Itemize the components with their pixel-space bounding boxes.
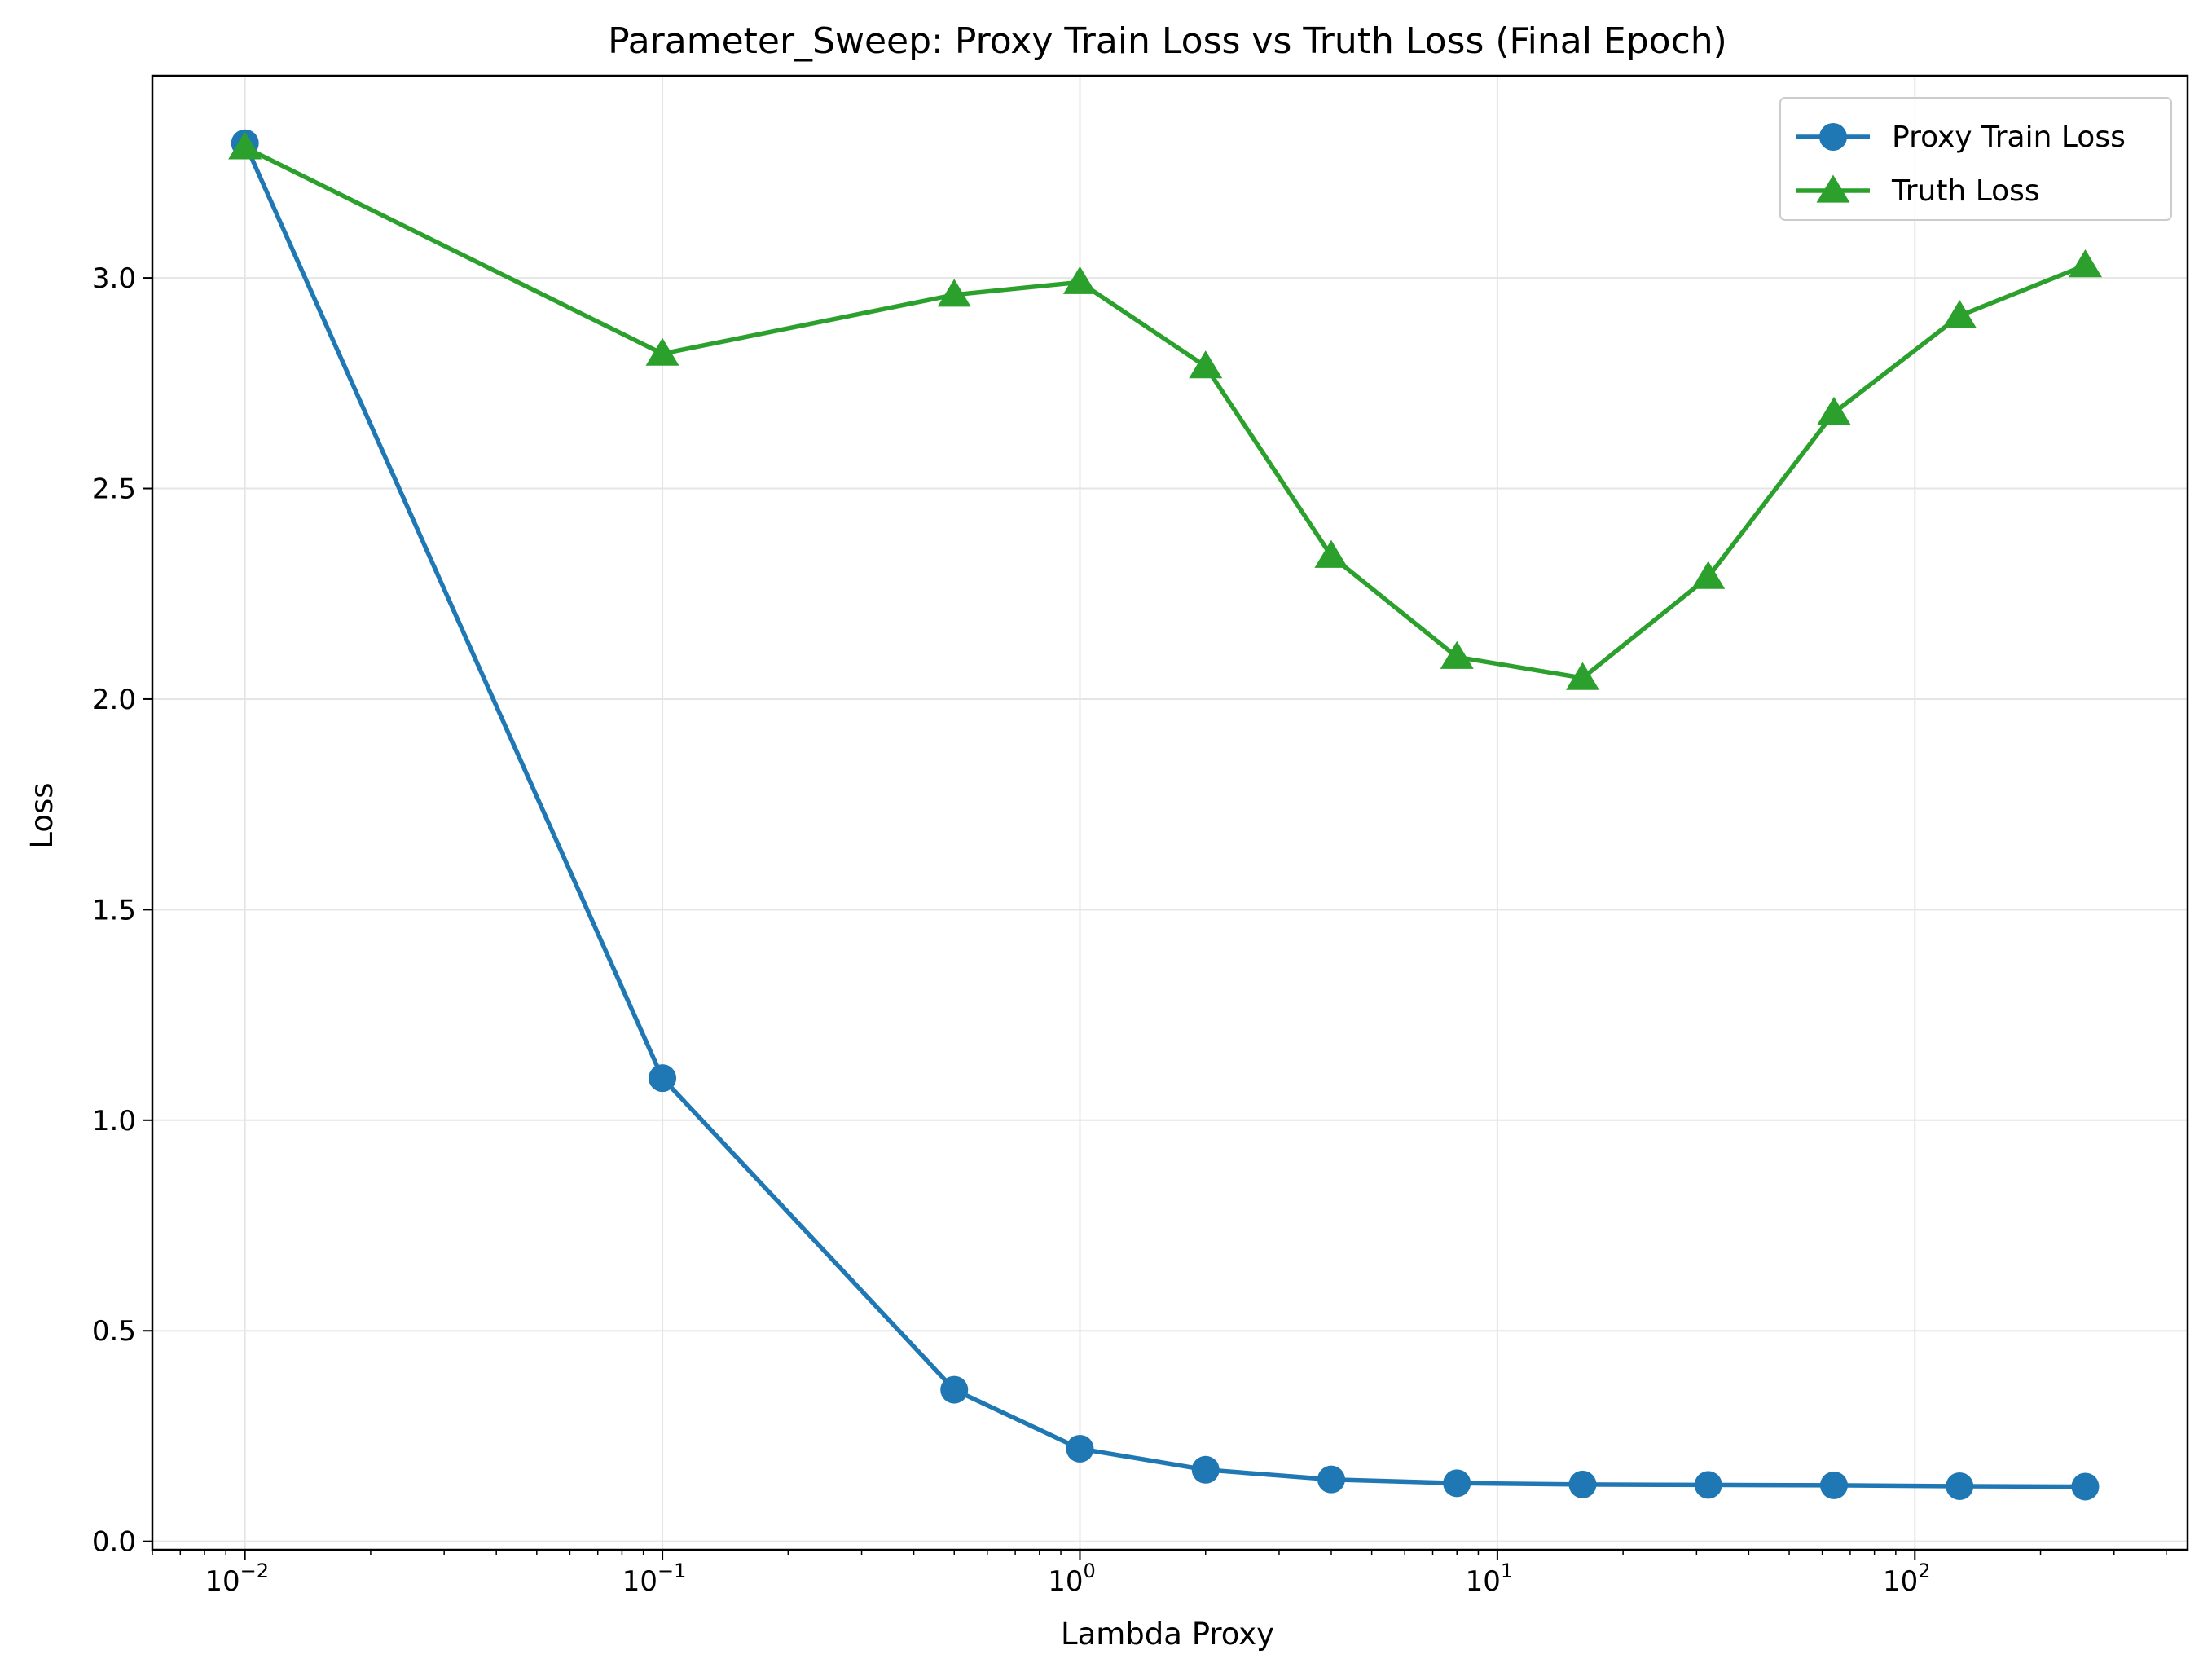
data-point [1565,662,1600,690]
x-axis: 10−2 10−1 100 101 102 [152,1550,2167,1598]
data-point [1817,396,1851,425]
series-layer [228,129,2103,1501]
circle-marker-icon [1819,123,1847,151]
legend-entry: Truth Loss [1796,174,2040,208]
legend-label: Truth Loss [1891,174,2040,208]
y-tick-label: 2.5 [92,473,136,506]
y-tick-label: 0.0 [92,1526,136,1559]
x-tick-label: 101 [1466,1560,1514,1598]
series-line [243,142,2086,1489]
y-tick-label: 0.5 [92,1315,136,1348]
data-point [1062,266,1097,294]
legend-box [1779,97,2172,221]
data-point [1819,1471,1848,1499]
grid-lines [152,76,2188,1550]
x-tick-label: 10−1 [622,1560,687,1598]
data-point [645,337,679,366]
legend-entry: Proxy Train Loss [1796,121,2126,154]
x-tick-label: 100 [1048,1560,1096,1598]
data-point [1066,1434,1094,1463]
series-line [244,145,2087,680]
data-point [1317,1465,1345,1494]
data-point [1191,1455,1220,1484]
data-point [1691,561,1726,589]
data-point [228,131,262,160]
data-point [1189,350,1223,379]
data-point [1568,1470,1597,1498]
legend: Proxy Train Loss Truth Loss [1779,97,2172,221]
y-tick-label: 1.0 [92,1105,136,1137]
chart-title: Parameter_Sweep: Proxy Train Loss vs Tru… [608,20,1727,62]
plot-area-frame [151,74,2189,1551]
series-truth-loss [228,131,2103,690]
triangle-marker-icon [1816,174,1850,203]
x-axis-label: Lambda Proxy [1061,1617,1274,1652]
x-tick-label: 10−2 [204,1560,269,1598]
data-point [1440,640,1474,669]
legend-label: Proxy Train Loss [1892,121,2126,154]
data-point [1946,1472,1974,1500]
y-axis-label: Loss [24,782,59,848]
y-axis: 0.0 0.5 1.0 1.5 2.0 2.5 3.0 [92,262,152,1559]
data-point [1443,1469,1471,1498]
y-tick-label: 2.0 [92,684,136,716]
data-point [1694,1471,1722,1499]
data-point [2071,1472,2100,1501]
data-point [2068,249,2103,278]
y-tick-label: 3.0 [92,262,136,295]
y-tick-label: 1.5 [92,894,136,926]
data-point [1314,539,1348,568]
data-point [940,1375,969,1404]
data-point [649,1064,677,1093]
x-tick-label: 102 [1883,1560,1931,1598]
series-proxy-train-loss [231,129,2100,1501]
data-point [1942,300,1977,328]
data-point [937,279,971,307]
